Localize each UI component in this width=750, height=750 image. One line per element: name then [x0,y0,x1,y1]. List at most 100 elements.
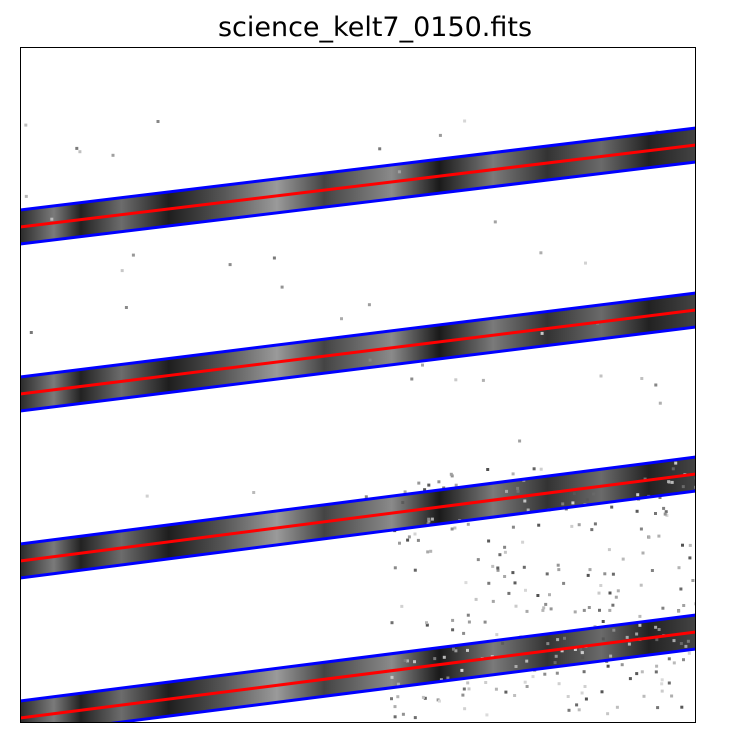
noise-pixel [403,490,407,494]
noise-pixel [688,556,692,560]
noise-pixel [691,579,695,582]
noise-pixel [532,467,536,471]
noise-pixel [684,644,688,648]
noise-pixel [452,647,455,651]
noise-pixel [454,378,458,382]
noise-pixel [655,638,659,642]
noise-pixel [430,517,434,521]
noise-pixel [503,545,507,549]
noise-pixel [425,623,429,627]
noise-pixel [612,628,616,632]
noise-pixel [503,575,507,578]
noise-pixel [603,572,607,576]
noise-pixel [454,483,458,487]
noise-pixel [476,558,480,562]
noise-pixel [495,633,499,637]
noise-pixel [590,528,594,532]
noise-pixel [556,638,560,642]
noise-pixel [608,608,612,612]
order-band-5 [20,615,696,723]
noise-pixel [413,716,417,720]
noise-pixel [583,685,587,688]
noise-pixel [663,512,667,516]
noise-pixel [657,534,661,538]
noise-pixel [413,532,417,536]
noise-pixel [393,715,397,719]
noise-pixel [516,486,520,490]
noise-pixel [511,472,515,476]
noise-pixel [654,625,658,629]
noise-pixel [398,541,401,545]
noise-pixel [606,712,610,716]
noise-pixel [50,217,54,221]
noise-pixel [496,566,500,570]
noise-pixel [610,505,614,509]
noise-pixel [579,647,583,651]
noise-pixel [156,120,160,123]
noise-pixel [580,691,584,695]
noise-pixel [252,491,256,494]
noise-pixel [501,641,505,645]
noise-pixel [598,608,601,612]
noise-pixel [423,488,427,492]
noise-pixel [481,378,485,382]
noise-pixel [413,660,416,664]
noise-pixel [518,439,522,443]
noise-pixel [462,631,466,635]
noise-pixel [548,593,551,597]
noise-pixel [546,642,550,646]
noise-pixel [280,285,284,289]
noise-pixel [571,501,575,505]
noise-pixel [555,671,559,675]
noise-pixel [24,123,28,127]
trace-upper-edge-4 [20,455,696,546]
noise-pixel [438,133,442,137]
noise-pixel [466,648,469,652]
noise-pixel [688,543,692,547]
noise-pixel [570,524,574,528]
noise-pixel [654,670,658,674]
noise-pixel [581,655,585,659]
noise-pixel [403,659,407,662]
noise-pixel [682,658,685,662]
noise-pixel [661,606,665,610]
noise-pixel [545,572,549,576]
noise-pixel [640,670,644,674]
noise-pixel [401,501,405,504]
noise-pixel [466,613,470,617]
noise-pixel [660,678,664,682]
trace-center-2 [20,143,696,229]
noise-pixel [413,568,417,572]
noise-pixel [526,508,530,512]
noise-pixel [364,495,368,499]
noise-pixel [498,553,502,557]
noise-pixel [423,696,427,700]
noise-pixel [639,527,643,531]
noise-pixel [486,468,490,471]
noise-pixel [572,492,576,496]
noise-pixel [523,680,527,684]
noise-pixel [635,672,639,676]
noise-pixel [427,519,431,523]
noise-pixel [522,565,526,569]
noise-pixel [542,606,546,610]
noise-pixel [662,506,666,510]
noise-pixel [426,522,430,526]
noise-pixel [496,568,500,572]
noise-pixel [667,657,671,661]
noise-pixel [582,608,586,612]
noise-pixel [615,705,619,709]
noise-pixel [421,695,425,699]
noise-pixel [390,621,394,625]
noise-pixel [560,649,564,653]
noise-pixel [120,269,124,273]
trace-lower-edge-4 [20,489,696,580]
noise-pixel [621,557,625,561]
noise-pixel [611,572,615,576]
noise-pixel [483,620,487,624]
noise-pixel [540,331,544,335]
noise-pixel [601,637,605,641]
trace-center-5 [20,630,696,720]
noise-pixel [514,604,518,608]
noise-pixel [650,569,654,572]
